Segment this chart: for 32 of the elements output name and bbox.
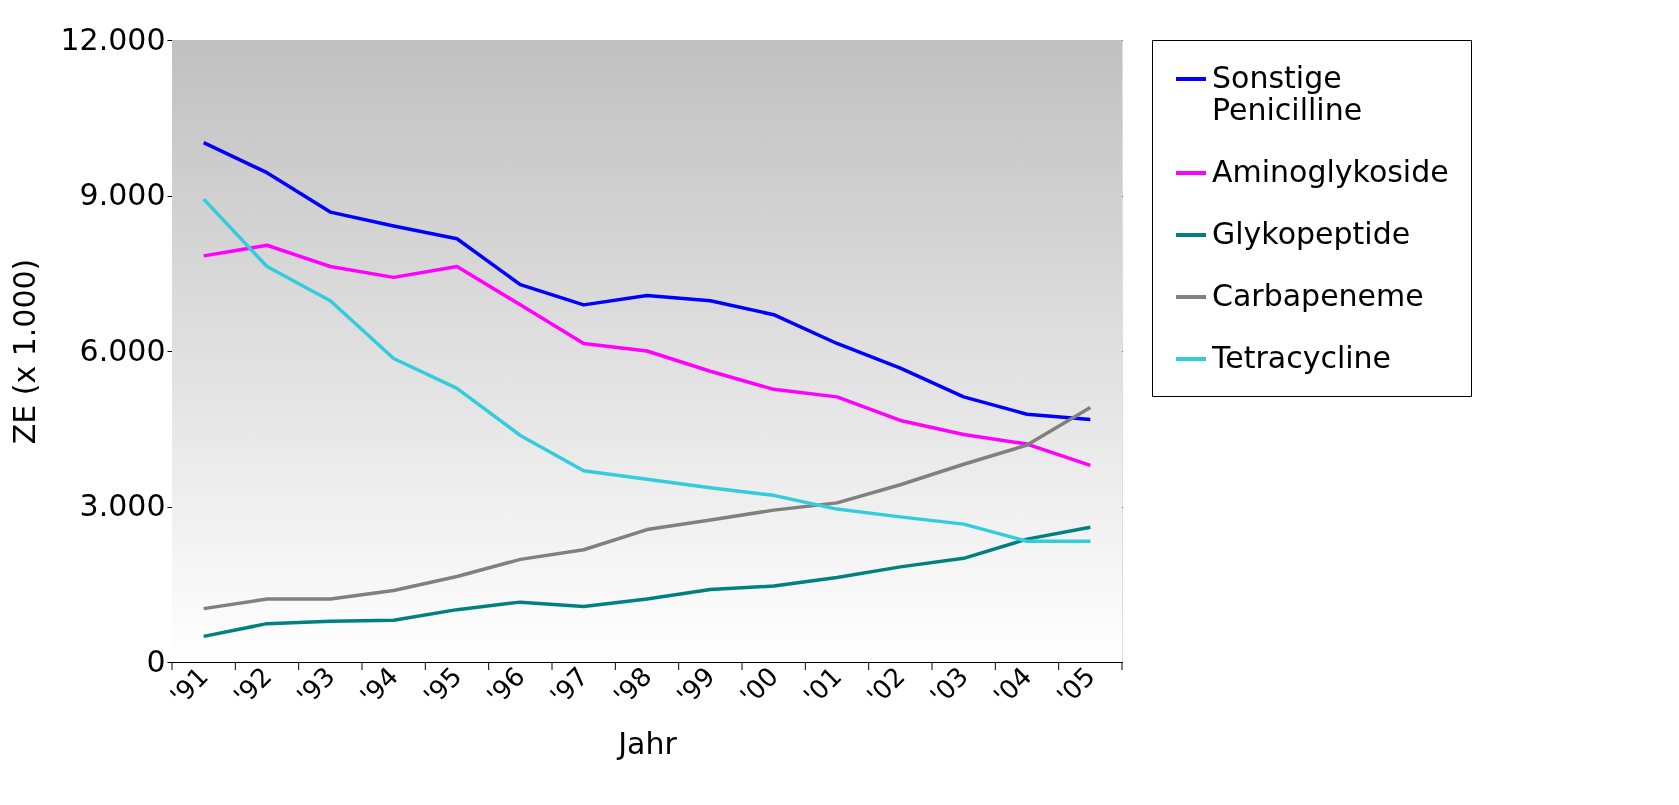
y-tick-label: 3.000 (79, 488, 166, 523)
x-tick-label: '95 (417, 661, 468, 711)
y-tick-label: 9.000 (79, 177, 166, 212)
x-tick-label: '03 (924, 661, 975, 711)
legend-label: Carbapeneme (1212, 278, 1424, 313)
line-series (201, 197, 1093, 543)
legend-label: Aminoglykoside (1212, 154, 1449, 189)
legend-label: Tetracycline (1211, 340, 1392, 375)
line-series (201, 243, 1093, 468)
x-tick-label: '93 (291, 661, 341, 711)
x-tick-label: '91 (164, 661, 215, 711)
x-tick-label: '94 (354, 661, 405, 711)
x-tick-label: '01 (797, 661, 848, 711)
x-tick-label: '97 (544, 661, 595, 711)
line-series (201, 140, 1093, 422)
x-tick-label: '05 (1051, 661, 1101, 711)
x-tick-label: '98 (607, 661, 658, 711)
x-tick-label: '00 (734, 661, 785, 711)
line-series (201, 405, 1093, 611)
legend-label: Sonstige Penicilline (1212, 60, 1363, 127)
x-tick-label: '92 (227, 661, 278, 711)
y-tick-label: 0 (146, 643, 166, 679)
x-tick-label: '02 (861, 661, 911, 711)
line-series (201, 525, 1093, 639)
x-tick-label: '04 (987, 661, 1038, 711)
x-tick-label: '96 (481, 661, 531, 711)
x-axis-title: Jahr (616, 726, 678, 762)
y-axis-title: ZE (x 1.000) (6, 258, 42, 445)
x-tick-label: '99 (671, 661, 721, 711)
legend-label: Glykopeptide (1212, 216, 1411, 251)
y-tick-label: 12.000 (60, 21, 166, 57)
y-tick-label: 6.000 (79, 332, 166, 368)
